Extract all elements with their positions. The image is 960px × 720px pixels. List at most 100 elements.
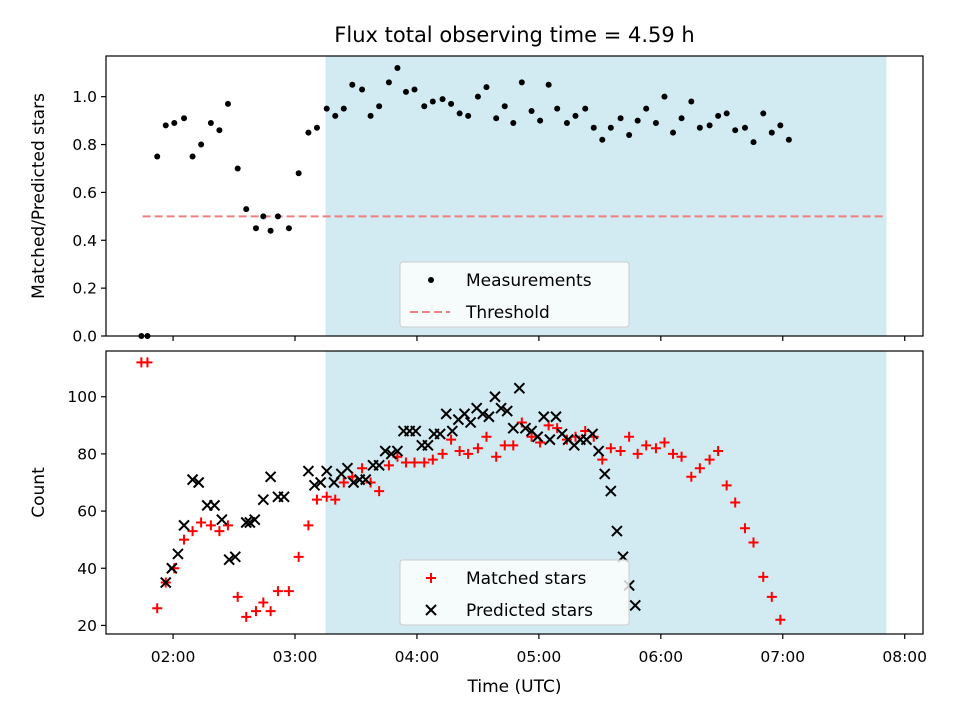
data-point xyxy=(332,112,339,119)
data-point xyxy=(394,64,401,71)
data-point xyxy=(723,110,730,117)
data-point xyxy=(208,499,221,512)
x-tick-label: 04:00 xyxy=(395,648,440,666)
figure-title: Flux total observing time = 4.59 h xyxy=(334,23,694,47)
data-point xyxy=(229,551,241,563)
data-point xyxy=(166,562,178,574)
data-point xyxy=(249,513,261,526)
data-point xyxy=(283,586,294,597)
data-point xyxy=(422,439,434,452)
data-point xyxy=(341,462,354,474)
data-point xyxy=(777,122,784,129)
y-tick-label: 20 xyxy=(77,617,97,635)
data-point xyxy=(590,124,597,131)
data-point xyxy=(526,431,537,442)
legend-label: Matched stars xyxy=(466,569,586,589)
x-tick-label: 07:00 xyxy=(760,648,805,666)
data-point xyxy=(758,571,769,582)
data-point xyxy=(172,548,184,560)
data-point xyxy=(686,471,697,482)
data-point xyxy=(272,586,283,597)
data-point xyxy=(750,139,757,146)
data-point xyxy=(676,451,687,462)
data-point xyxy=(314,476,327,489)
data-point xyxy=(537,117,544,124)
data-point xyxy=(186,473,199,486)
data-point xyxy=(632,448,643,459)
data-point xyxy=(308,479,321,492)
data-point xyxy=(383,460,394,471)
data-point xyxy=(374,486,385,497)
data-point xyxy=(278,491,290,503)
data-point xyxy=(491,451,502,462)
data-point xyxy=(730,497,741,508)
data-point xyxy=(411,86,418,93)
data-point xyxy=(376,103,383,110)
data-point xyxy=(607,124,614,131)
y-tick-label: 40 xyxy=(77,560,97,578)
data-point xyxy=(162,122,169,129)
y-axis-label: Count xyxy=(29,467,49,518)
legend-label: Predicted stars xyxy=(466,601,593,621)
data-point xyxy=(409,457,420,468)
data-point xyxy=(597,454,608,465)
data-point xyxy=(240,516,252,529)
y-tick-label: 1.0 xyxy=(72,88,97,106)
data-point xyxy=(338,477,349,488)
data-point xyxy=(243,206,250,213)
data-point xyxy=(429,98,436,105)
data-point xyxy=(489,391,501,403)
data-point xyxy=(741,124,748,131)
data-point xyxy=(615,446,626,457)
data-point xyxy=(732,127,739,134)
data-point xyxy=(232,591,243,602)
data-point xyxy=(216,127,223,134)
data-point xyxy=(192,476,205,489)
data-point xyxy=(379,445,391,457)
data-point xyxy=(439,96,446,103)
data-point xyxy=(160,576,172,589)
legend-marker xyxy=(428,277,434,283)
data-point xyxy=(538,411,550,423)
data-point xyxy=(465,112,472,119)
data-point xyxy=(440,408,452,420)
data-point xyxy=(501,405,513,417)
data-point xyxy=(446,425,459,437)
data-point xyxy=(483,411,495,423)
data-point xyxy=(274,213,281,220)
data-point xyxy=(739,523,750,534)
data-point xyxy=(437,448,448,459)
data-point xyxy=(472,443,483,454)
data-point xyxy=(495,402,507,414)
data-point xyxy=(179,534,190,545)
data-point xyxy=(305,129,312,136)
data-point xyxy=(463,448,474,459)
data-point xyxy=(713,446,724,457)
data-point xyxy=(257,493,270,506)
legend-box xyxy=(399,559,630,626)
data-point xyxy=(303,520,314,531)
data-point xyxy=(775,614,786,625)
data-point xyxy=(592,445,605,457)
data-point xyxy=(313,124,320,131)
data-point xyxy=(499,440,510,451)
x-tick-label: 05:00 xyxy=(517,648,562,666)
data-point xyxy=(605,485,617,497)
data-point xyxy=(302,465,315,477)
data-point xyxy=(196,517,207,528)
data-point xyxy=(385,448,398,460)
data-point xyxy=(360,473,372,486)
data-point xyxy=(477,408,489,420)
data-point xyxy=(293,551,304,562)
data-point xyxy=(373,459,385,472)
data-point xyxy=(198,141,205,148)
data-point xyxy=(458,408,471,420)
data-point xyxy=(572,112,579,119)
data-point xyxy=(359,86,366,93)
axes-frame xyxy=(105,55,924,337)
y-tick-label: 100 xyxy=(67,388,97,406)
data-point xyxy=(250,606,261,617)
y-tick-label: 80 xyxy=(77,445,97,463)
data-point xyxy=(189,153,196,160)
